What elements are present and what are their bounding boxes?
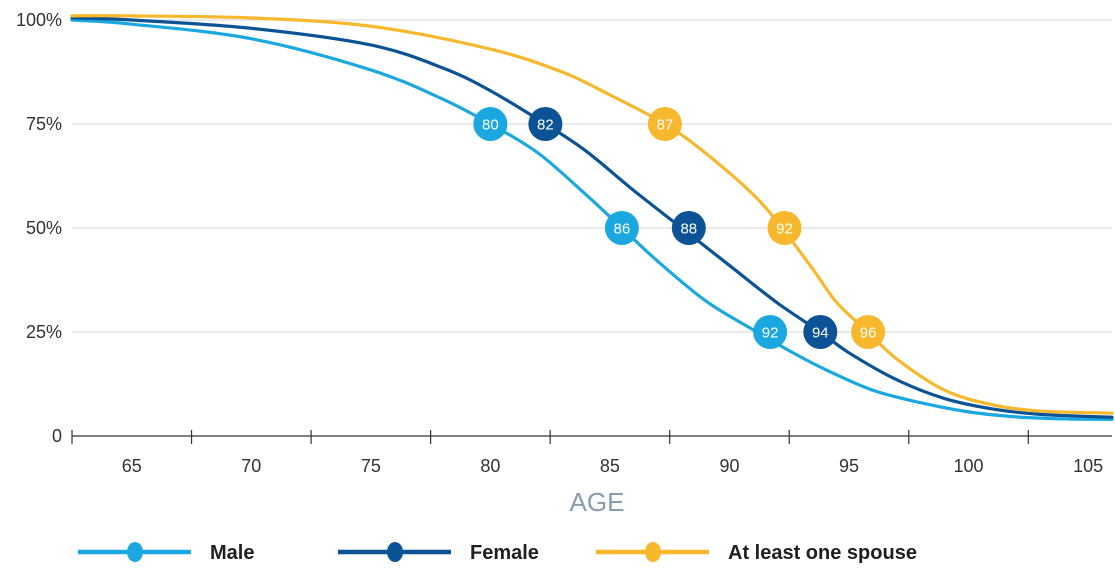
marker-80-circle — [473, 107, 508, 141]
series-markers: 80 86 92 82 88 94 87 92 96 — [473, 107, 886, 349]
y-axis: 0 25% 50% 75% 100% — [16, 10, 62, 446]
marker-label: 92 — [762, 325, 779, 342]
marker-87-circle — [647, 107, 682, 141]
x-tick-label: 90 — [719, 456, 739, 476]
x-tick-label: 80 — [480, 456, 500, 476]
y-tick-label: 100% — [16, 10, 62, 30]
legend-label: Male — [210, 542, 254, 564]
marker-label: 88 — [680, 221, 697, 238]
legend-label: Female — [470, 542, 539, 564]
marker-label: 96 — [860, 325, 877, 342]
x-tick-label: 105 — [1073, 456, 1103, 476]
x-tick-label: 95 — [839, 456, 859, 476]
marker-label: 94 — [812, 325, 829, 342]
grid-lines — [72, 19, 1112, 333]
x-tick-label: 65 — [122, 456, 142, 476]
marker-88-circle — [671, 211, 706, 245]
series-line-female — [70, 16, 1114, 419]
x-tick-label: 85 — [600, 456, 620, 476]
x-axis-title: AGE — [570, 487, 625, 517]
legend: Male Female At least one spouse — [78, 542, 917, 564]
legend-label: At least one spouse — [728, 542, 917, 564]
marker-86-circle — [604, 211, 639, 245]
legend-swatch-marker — [645, 542, 661, 562]
marker-label: 80 — [482, 117, 499, 134]
y-tick-label: 75% — [26, 114, 62, 134]
marker-label: 87 — [657, 117, 674, 134]
x-tick-label: 70 — [241, 456, 261, 476]
marker-label: 92 — [776, 221, 793, 238]
y-tick-label: 25% — [26, 322, 62, 342]
series-lines — [70, 14, 1114, 421]
y-tick-label: 0 — [52, 426, 62, 446]
x-tick-label: 75 — [361, 456, 381, 476]
series-line-male — [70, 18, 1114, 421]
series-line-at-least-one-spouse — [70, 14, 1114, 415]
marker-92-circle — [753, 315, 788, 349]
marker-92-circle — [767, 211, 802, 245]
legend-swatch-marker — [387, 542, 403, 562]
x-tick-label: 100 — [954, 456, 984, 476]
marker-94-circle — [803, 315, 838, 349]
marker-label: 86 — [614, 221, 631, 238]
marker-82-circle — [528, 107, 563, 141]
marker-label: 82 — [537, 117, 554, 134]
x-axis: 65 70 75 80 85 90 95 100 105 — [71, 430, 1112, 476]
legend-swatch-marker — [127, 542, 143, 562]
marker-96-circle — [851, 315, 886, 349]
y-tick-label: 50% — [26, 218, 62, 238]
